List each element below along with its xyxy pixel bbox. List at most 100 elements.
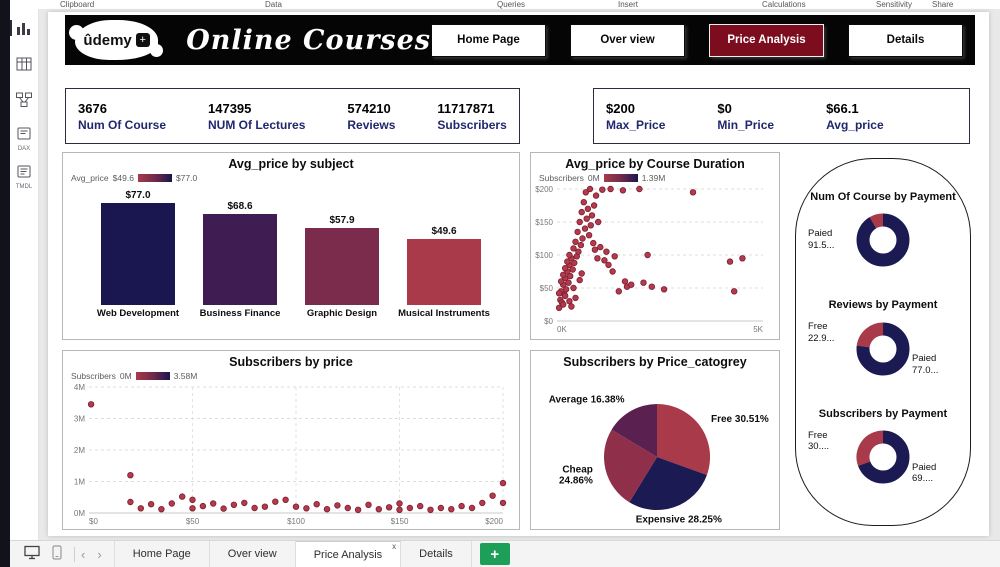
scatter-point[interactable]	[562, 264, 569, 272]
pie-slice-expensive[interactable]	[629, 457, 707, 511]
chart-card-subscribers-by-price[interactable]: Subscribers by price Subscribers 0M 3.58…	[62, 350, 520, 530]
scatter-point[interactable]	[303, 505, 310, 512]
scatter-point[interactable]	[555, 290, 563, 297]
scatter-point[interactable]	[468, 504, 476, 512]
scatter-point[interactable]	[261, 503, 269, 510]
scatter-point[interactable]	[615, 288, 622, 295]
page-tab-home-page[interactable]: Home Page	[113, 541, 210, 567]
sidebar-item-table-view[interactable]	[10, 55, 38, 78]
bar[interactable]	[101, 203, 175, 305]
scatter-point[interactable]	[458, 502, 465, 510]
scatter-point[interactable]	[396, 506, 403, 513]
scatter-point[interactable]	[87, 401, 95, 408]
desktop-view-icon[interactable]	[24, 545, 40, 563]
scatter-point[interactable]	[178, 493, 186, 500]
scatter-point[interactable]	[579, 235, 586, 242]
scatter-point[interactable]	[499, 479, 507, 487]
scatter-point[interactable]	[560, 271, 567, 278]
scatter-point[interactable]	[220, 505, 227, 512]
kpi-card-prices[interactable]: $200 Max_Price $0 Min_Price $66.1 Avg_pr…	[593, 88, 970, 144]
nav-button-home-page[interactable]: Home Page	[431, 23, 546, 57]
scatter-point[interactable]	[574, 228, 581, 236]
scatter-point[interactable]	[127, 498, 134, 506]
scatter-point[interactable]	[499, 499, 507, 507]
chart-card-avg-price-by-subject[interactable]: Avg_price by subject Avg_price $49.6 $77…	[62, 152, 520, 340]
scatter-point[interactable]	[619, 187, 627, 194]
prev-page-icon[interactable]: ‹	[81, 546, 86, 562]
scatter-point[interactable]	[580, 199, 587, 206]
scatter-point[interactable]	[396, 500, 403, 507]
scatter-point[interactable]	[137, 505, 144, 512]
scatter-point[interactable]	[127, 471, 134, 479]
sidebar-item-dax-query-view[interactable]: DAX	[10, 127, 38, 152]
bar[interactable]	[203, 214, 277, 305]
scatter-point[interactable]	[282, 496, 289, 503]
scatter-point[interactable]	[569, 266, 576, 273]
chart-card-avg-price-by-duration[interactable]: Avg_price by Course Duration Subscribers…	[530, 152, 780, 340]
ribbon-group-share[interactable]: Share	[932, 0, 954, 9]
scatter-point[interactable]	[601, 257, 608, 264]
nav-button-price-analysis[interactable]: Price Analysis	[709, 23, 824, 57]
scatter-point[interactable]	[406, 504, 414, 512]
ribbon-group-sensitivity[interactable]: Sensitivity	[876, 0, 913, 9]
scatter-point[interactable]	[567, 272, 574, 280]
nav-button-overview[interactable]: Over view	[570, 23, 685, 57]
scatter-point[interactable]	[597, 243, 604, 251]
page-tab-overview[interactable]: Over view	[210, 541, 296, 567]
scatter-point[interactable]	[565, 279, 572, 286]
scatter-point[interactable]	[562, 286, 570, 293]
scatter-point[interactable]	[588, 212, 596, 219]
scatter-point[interactable]	[640, 279, 647, 286]
scatter-point[interactable]	[576, 218, 583, 226]
scatter-point[interactable]	[344, 504, 351, 512]
scatter-point[interactable]	[272, 498, 279, 505]
scatter-point[interactable]	[313, 500, 320, 508]
mobile-view-icon[interactable]	[52, 545, 62, 563]
pie-slice-average[interactable]	[611, 404, 657, 457]
scatter-point[interactable]	[354, 506, 362, 513]
donut-chart-subscribers-by-payment[interactable]	[854, 428, 912, 486]
scatter-point[interactable]	[575, 248, 582, 255]
scatter-point[interactable]	[590, 202, 598, 209]
scatter-point[interactable]	[158, 505, 165, 513]
scatter-point[interactable]	[609, 268, 616, 275]
bar[interactable]	[305, 228, 379, 305]
scatter-point[interactable]	[576, 276, 583, 284]
scatter-point[interactable]	[739, 255, 746, 262]
scatter-point[interactable]	[582, 189, 589, 196]
ribbon-group-data[interactable]: Data	[265, 0, 282, 9]
sidebar-item-tmdl-view[interactable]: TMDL	[10, 165, 38, 190]
scatter-point[interactable]	[581, 225, 589, 232]
close-tab-icon[interactable]: x	[392, 542, 397, 551]
bar-column[interactable]: $68.6 Business Finance	[200, 187, 281, 319]
bar-column[interactable]: $49.6 Musical Instruments	[398, 187, 490, 319]
scatter-point[interactable]	[607, 185, 614, 193]
ribbon-group-calculations[interactable]: Calculations	[762, 0, 806, 9]
scatter-point[interactable]	[560, 301, 567, 308]
scatter-point[interactable]	[599, 186, 606, 193]
scatter-point[interactable]	[621, 278, 629, 285]
scatter-point[interactable]	[594, 218, 602, 226]
scatter-point[interactable]	[578, 208, 585, 216]
donut-section-reviews-by-payment[interactable]: Reviews by Payment Free 22.9... Paied 77.0…	[796, 299, 970, 384]
scatter-point[interactable]	[427, 506, 434, 513]
scatter-point[interactable]	[660, 286, 668, 293]
next-page-icon[interactable]: ›	[97, 546, 102, 562]
scatter-point[interactable]	[689, 189, 697, 196]
scatter-point[interactable]	[562, 292, 569, 300]
scatter-point[interactable]	[566, 251, 573, 259]
scatter-point[interactable]	[417, 502, 424, 510]
donut-section-subscribers-by-payment[interactable]: Subscribers by Payment Free 30.... Paied 6…	[796, 408, 970, 493]
scatter-point[interactable]	[572, 294, 579, 302]
scatter-point[interactable]	[292, 503, 300, 510]
ribbon-group-queries[interactable]: Queries	[497, 0, 526, 9]
scatter-point[interactable]	[730, 288, 738, 295]
bar[interactable]	[407, 239, 481, 305]
scatter-point[interactable]	[489, 492, 496, 499]
donut-section-courses-by-payment[interactable]: Num Of Course by Payment Paied 91.5...	[796, 191, 970, 276]
scatter-point[interactable]	[726, 258, 734, 265]
scatter-point[interactable]	[375, 505, 382, 513]
donut-segment-free[interactable]	[856, 430, 910, 484]
scatter-point[interactable]	[385, 504, 393, 511]
scatter-point[interactable]	[230, 501, 238, 508]
